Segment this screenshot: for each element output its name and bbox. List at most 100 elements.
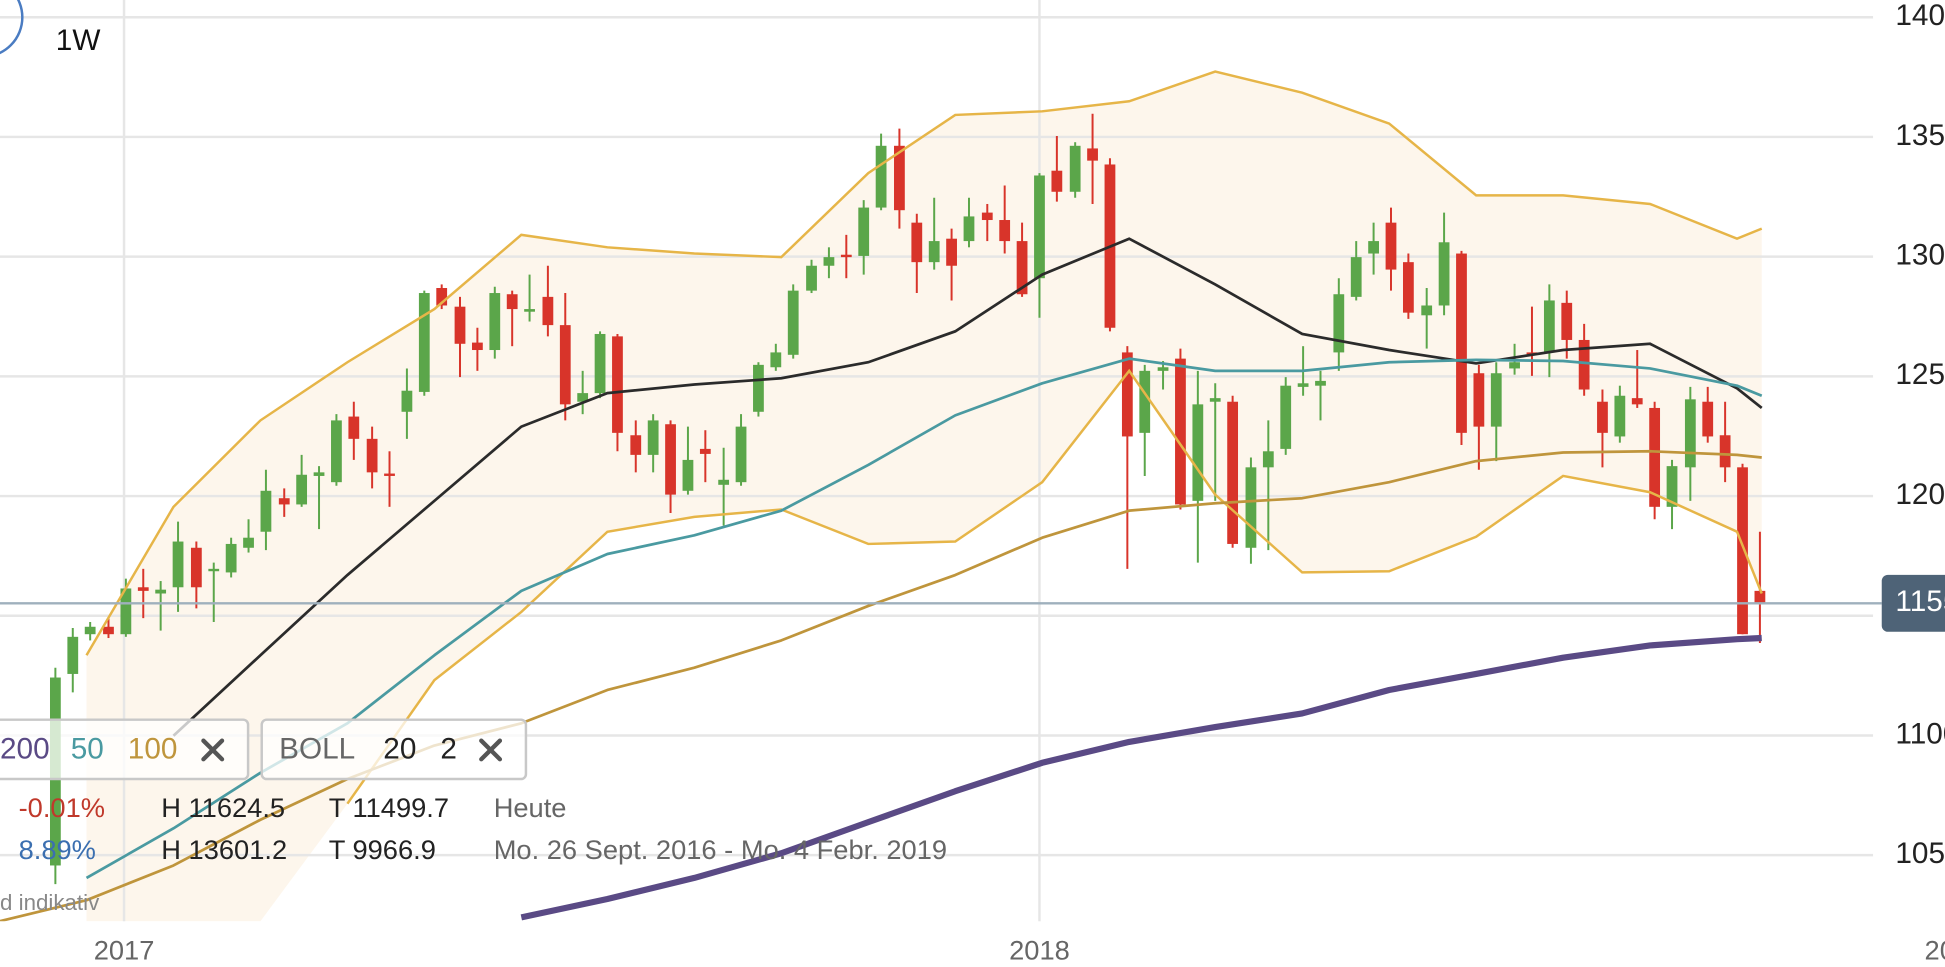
candle-body xyxy=(190,547,202,588)
candle-body xyxy=(67,636,79,674)
candle-body xyxy=(524,309,535,312)
change: -0.01% xyxy=(19,792,105,823)
y-tick-label: 12000 xyxy=(1895,478,1945,511)
candle-body xyxy=(840,254,852,258)
bollinger-lower xyxy=(346,368,1763,805)
candle-body xyxy=(1192,404,1204,501)
candle-body xyxy=(806,265,817,291)
candle-body xyxy=(1121,352,1133,437)
x-tick-label: 2017 xyxy=(94,934,155,965)
candle-body xyxy=(1702,401,1714,437)
candle-body xyxy=(1209,398,1221,402)
candle-body xyxy=(630,435,642,455)
candle-body xyxy=(155,589,167,594)
candle-body xyxy=(647,420,659,455)
candle-body xyxy=(1631,398,1643,405)
candle-body xyxy=(1614,395,1626,437)
y-tick-label: 13000 xyxy=(1895,239,1945,272)
period-low: T 9966.9 xyxy=(329,834,436,865)
candle-body xyxy=(1490,373,1502,427)
candle-body xyxy=(208,568,220,572)
candle-body xyxy=(137,587,149,591)
candle-body xyxy=(1227,401,1239,544)
candle-body xyxy=(1034,175,1045,279)
candle-body xyxy=(594,333,606,394)
candle-body xyxy=(981,212,993,221)
candle-body xyxy=(699,448,711,454)
candle-body xyxy=(858,207,870,256)
candle-body xyxy=(84,626,96,635)
bollinger-upper xyxy=(85,70,1763,656)
candle-body xyxy=(1509,362,1520,369)
candle-body xyxy=(1297,383,1309,387)
last-price-box xyxy=(1881,574,1945,632)
candle-body xyxy=(928,241,940,263)
period-high: H 11624.5 xyxy=(161,792,285,823)
candle-body xyxy=(1421,305,1433,316)
candle-body xyxy=(1280,385,1292,449)
candle-body xyxy=(1157,367,1169,371)
ma-legend-box[interactable] xyxy=(0,718,250,781)
candle-body xyxy=(1350,257,1362,297)
candle-body xyxy=(718,479,730,485)
candle-body xyxy=(472,342,483,351)
candle-body xyxy=(1245,467,1257,548)
footnote: d indikativ xyxy=(0,890,100,915)
candle-body xyxy=(787,290,799,355)
candle-body xyxy=(1526,352,1538,355)
candle-body xyxy=(1578,339,1590,390)
candle-body xyxy=(577,393,589,402)
candle-body xyxy=(665,424,676,495)
candle-body xyxy=(1368,241,1379,254)
y-tick-label: 10500 xyxy=(1895,837,1945,870)
candle-body xyxy=(1087,148,1098,161)
candle-body xyxy=(436,288,448,306)
timeframe[interactable]: 1W xyxy=(56,24,101,57)
legend-entry[interactable]: 100 xyxy=(128,732,178,765)
x-tick-label: 2019 xyxy=(1925,934,1945,965)
candle-body xyxy=(911,222,923,263)
close-button[interactable] xyxy=(479,738,503,762)
change: 8.89% xyxy=(19,834,96,865)
legend-param[interactable]: 2 xyxy=(440,732,457,765)
candle-body xyxy=(1684,399,1696,468)
boll-legend-box[interactable] xyxy=(260,718,528,781)
candle-body xyxy=(313,472,325,476)
candle-body xyxy=(366,438,378,473)
candle-body xyxy=(1051,170,1063,192)
legend-entry[interactable]: 50 xyxy=(71,732,104,765)
candle-body xyxy=(1438,242,1450,306)
period: Mo. 26 Sept. 2016 - Mo. 4 Febr. 2019 xyxy=(494,834,947,865)
candle-body xyxy=(1175,358,1186,505)
ui-layer: 1W 200 50 100 BOLL 20 2 -0.01% H 11624.5… xyxy=(0,0,947,915)
candle-body xyxy=(1333,294,1345,353)
last-price-label: 11552 xyxy=(1895,585,1945,618)
close-button[interactable] xyxy=(201,738,225,762)
candle-body xyxy=(682,459,694,491)
candle-body xyxy=(1385,222,1397,270)
moving-average xyxy=(85,357,1763,880)
candle-body xyxy=(1597,401,1608,433)
candle-body xyxy=(489,293,501,351)
candle-body xyxy=(401,390,413,412)
legend-entry[interactable]: BOLL xyxy=(279,732,355,765)
candle-body xyxy=(1666,466,1678,507)
candle-body xyxy=(418,293,430,392)
legend-param[interactable]: 20 xyxy=(383,732,416,765)
candle-body xyxy=(331,420,342,483)
candle-body xyxy=(225,543,237,573)
candle-body xyxy=(1456,253,1467,433)
candle-body xyxy=(1315,380,1326,386)
candle-body xyxy=(894,145,905,211)
legend-entry[interactable]: 200 xyxy=(0,732,50,765)
timeframe-ring[interactable] xyxy=(0,0,24,57)
period-low: T 11499.7 xyxy=(329,792,449,823)
candle-body xyxy=(1649,407,1661,507)
y-tick-label: 13500 xyxy=(1895,119,1945,152)
moving-average xyxy=(0,449,1762,922)
candle-body xyxy=(1139,370,1151,433)
candle-body xyxy=(103,626,114,635)
period-high: H 13601.2 xyxy=(161,834,287,865)
